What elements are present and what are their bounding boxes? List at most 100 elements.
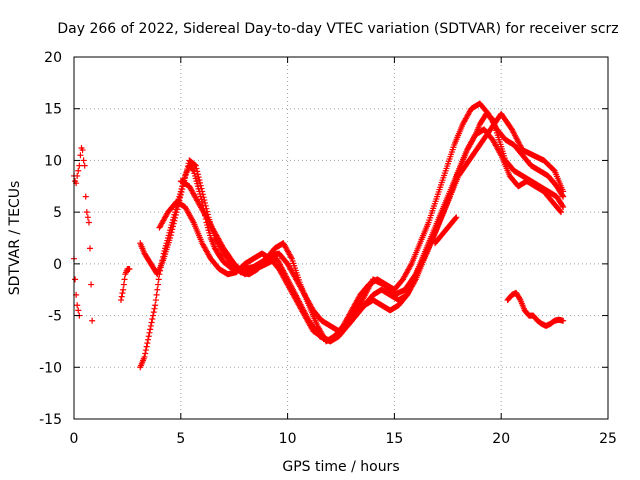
y-tick-label: -5 xyxy=(48,309,62,325)
data-points xyxy=(71,100,567,371)
data-point xyxy=(202,199,209,206)
series-s1 xyxy=(71,145,88,187)
data-point xyxy=(177,194,184,201)
data-point xyxy=(142,347,149,354)
data-point xyxy=(74,172,81,179)
data-point xyxy=(202,202,209,209)
data-point xyxy=(193,165,200,172)
data-point xyxy=(558,209,565,216)
data-point xyxy=(75,167,82,174)
data-point xyxy=(155,276,162,283)
data-point xyxy=(557,208,564,215)
data-point xyxy=(173,209,180,216)
data-point xyxy=(89,317,96,324)
data-point xyxy=(152,302,159,309)
series-s2 xyxy=(71,255,83,319)
data-point xyxy=(560,193,567,200)
data-point xyxy=(174,206,181,213)
data-point xyxy=(195,174,202,181)
data-point xyxy=(142,350,149,357)
y-tick-label: -10 xyxy=(39,360,62,376)
data-point xyxy=(118,293,125,300)
data-point xyxy=(145,333,152,340)
data-point xyxy=(167,232,174,239)
data-point xyxy=(168,229,175,236)
data-point xyxy=(197,179,204,186)
data-point xyxy=(119,290,126,297)
data-point xyxy=(141,353,148,360)
data-point xyxy=(170,220,177,227)
data-point xyxy=(83,209,90,216)
data-point xyxy=(182,174,189,181)
series-s9 xyxy=(431,214,460,247)
data-point xyxy=(155,281,162,288)
data-point xyxy=(88,281,95,288)
series-s4 xyxy=(117,266,133,304)
series-s10 xyxy=(504,289,567,329)
x-tick-label: 15 xyxy=(385,431,403,447)
data-point xyxy=(194,171,201,178)
data-point xyxy=(199,188,206,195)
y-tick-labels: -15 -10 -5 0 5 10 15 20 xyxy=(39,50,62,428)
data-point xyxy=(150,312,157,319)
x-axis-label: GPS time / hours xyxy=(282,459,399,475)
data-point xyxy=(169,226,176,233)
data-point xyxy=(85,219,92,226)
y-tick-label: 10 xyxy=(44,153,62,169)
data-point xyxy=(126,266,133,273)
data-point xyxy=(559,202,566,209)
data-point xyxy=(560,317,567,324)
data-point xyxy=(120,286,127,293)
data-point xyxy=(171,217,178,224)
data-point xyxy=(80,157,87,164)
data-point xyxy=(147,322,154,329)
data-point xyxy=(79,147,86,154)
data-point xyxy=(121,276,128,283)
data-point xyxy=(147,326,154,333)
data-point xyxy=(196,176,203,183)
data-point xyxy=(560,188,567,195)
data-point xyxy=(76,162,83,169)
data-point xyxy=(72,276,79,283)
data-point xyxy=(172,212,179,219)
data-point xyxy=(197,182,204,189)
chart-title: Day 266 of 2022, Sidereal Day-to-day VTE… xyxy=(57,21,618,37)
data-point xyxy=(192,162,199,169)
series-s3 xyxy=(82,193,96,324)
data-point xyxy=(145,336,152,343)
y-tick-label: -15 xyxy=(39,412,62,428)
grid xyxy=(74,57,608,419)
data-point xyxy=(452,215,459,222)
data-point xyxy=(559,192,566,199)
data-point xyxy=(87,245,94,252)
x-tick-label: 10 xyxy=(279,431,297,447)
data-point xyxy=(199,191,206,198)
data-point xyxy=(182,171,189,178)
y-tick-label: 15 xyxy=(44,102,62,118)
data-point xyxy=(75,307,82,314)
data-point xyxy=(453,214,460,221)
data-point xyxy=(183,168,190,175)
data-point xyxy=(184,166,191,173)
y-axis-label: SDTVAR / TECUs xyxy=(7,181,23,296)
plot-frame xyxy=(73,56,609,420)
data-point xyxy=(201,197,208,204)
data-point xyxy=(189,166,196,173)
data-point xyxy=(177,191,184,198)
data-point xyxy=(560,203,567,210)
data-point xyxy=(154,286,161,293)
y-tick-label: 20 xyxy=(44,50,62,66)
data-point xyxy=(194,168,201,175)
data-point xyxy=(143,343,150,350)
data-point xyxy=(120,281,127,288)
data-point xyxy=(77,152,84,159)
data-point xyxy=(184,163,191,170)
data-point xyxy=(81,162,88,169)
data-point xyxy=(144,340,151,347)
x-tick-label: 20 xyxy=(492,431,510,447)
data-point xyxy=(169,223,176,230)
data-point xyxy=(178,189,185,196)
y-tick-label: 0 xyxy=(53,257,62,273)
data-point xyxy=(117,297,124,304)
data-point xyxy=(74,302,81,309)
